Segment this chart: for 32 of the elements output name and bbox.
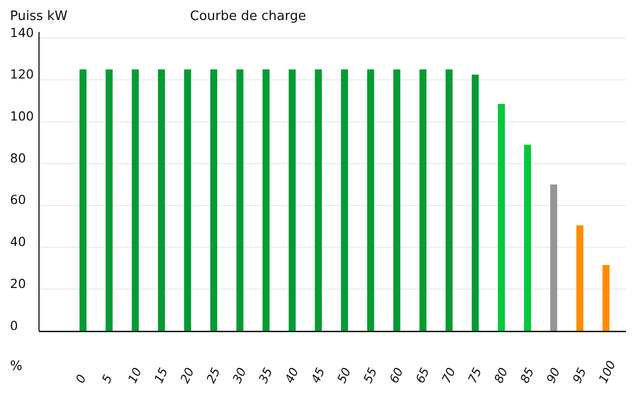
- x-axis-title: %: [10, 359, 22, 374]
- x-tick-label: 70: [439, 365, 458, 386]
- y-tick-label: 0: [10, 318, 18, 333]
- y-tick-label: 100: [10, 108, 34, 124]
- x-tick-label: 30: [230, 365, 250, 386]
- y-tick-label: 140: [10, 24, 34, 40]
- y-tick-label: 120: [10, 66, 34, 82]
- x-tick-label: 60: [386, 365, 406, 386]
- x-tick-label: 100: [596, 358, 619, 386]
- x-tick-label: 55: [360, 366, 380, 386]
- x-tick-label: 90: [544, 365, 564, 386]
- x-tick-label: 45: [308, 366, 328, 386]
- x-tick-label: 20: [178, 365, 197, 386]
- x-tick-label: 35: [256, 366, 276, 386]
- y-axis-title: Puiss kW: [10, 9, 68, 24]
- x-tick-label: 15: [151, 366, 171, 386]
- x-tick-label: 25: [204, 366, 223, 386]
- y-tick-label: 60: [10, 192, 26, 208]
- chart-title: Courbe de charge: [190, 9, 306, 24]
- y-tick-label: 20: [10, 276, 26, 291]
- x-tick-label: 65: [412, 366, 432, 386]
- x-tick-label: 75: [465, 366, 484, 386]
- x-tick-label: 0: [73, 372, 90, 386]
- x-tick-label: 10: [125, 365, 145, 386]
- x-tick-label: 85: [518, 366, 537, 386]
- x-tick-label: 95: [570, 366, 590, 386]
- y-tick-label: 40: [10, 234, 26, 250]
- x-tick-label: 5: [99, 372, 116, 386]
- x-tick-label: 40: [282, 365, 302, 386]
- x-tick-label: 80: [491, 365, 511, 386]
- x-tick-label: 50: [334, 365, 354, 386]
- y-tick-label: 80: [10, 150, 26, 166]
